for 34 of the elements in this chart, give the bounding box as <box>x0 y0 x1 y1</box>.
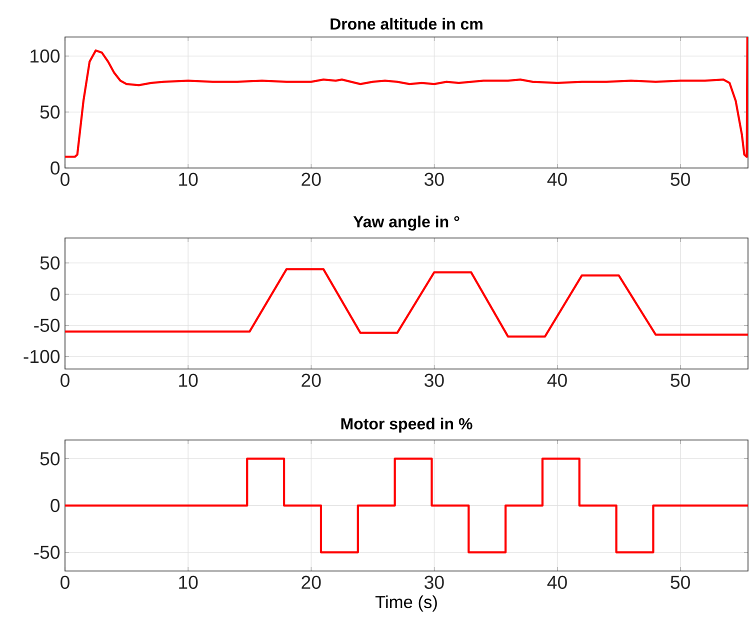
line-series <box>65 268 748 338</box>
x-tick-label: 50 <box>670 374 690 387</box>
y-tick-label: -50 <box>34 546 60 559</box>
chart-title: Yaw angle in ° <box>353 216 460 231</box>
x-tick-label: 50 <box>670 576 690 589</box>
chart-title: Motor speed in % <box>341 418 472 433</box>
y-tick-label: 0 <box>50 498 60 512</box>
chart-title: Drone altitude in cm <box>330 18 482 30</box>
x-tick-label: 50 <box>670 172 690 186</box>
x-tick-label: 40 <box>547 576 567 589</box>
x-tick-label: 10 <box>179 172 198 186</box>
x-tick-label: 20 <box>302 576 321 589</box>
line-series <box>65 37 748 158</box>
y-tick-label: -50 <box>34 318 60 332</box>
x-tick-label: 40 <box>547 374 567 387</box>
x-tick-label: 0 <box>60 576 70 589</box>
x-tick-label: 30 <box>424 576 444 589</box>
y-tick-label: -100 <box>24 350 60 364</box>
x-tick-label: 40 <box>547 172 567 186</box>
x-tick-label: 0 <box>60 374 70 387</box>
y-tick-label: 50 <box>40 105 60 119</box>
x-tick-label: 10 <box>179 374 198 387</box>
x-tick-label: 0 <box>60 172 70 186</box>
y-tick-label: 0 <box>50 161 60 175</box>
x-tick-label: 20 <box>302 172 321 186</box>
y-tick-label: 0 <box>50 288 60 301</box>
y-tick-label: 100 <box>30 49 60 63</box>
x-tick-label: 20 <box>302 374 321 387</box>
x-tick-label: 10 <box>179 576 198 589</box>
x-tick-label: 30 <box>424 374 444 387</box>
x-axis-title: Time (s) <box>375 595 437 612</box>
y-tick-label: 50 <box>40 452 60 466</box>
y-tick-label: 50 <box>40 256 60 270</box>
x-tick-label: 30 <box>424 172 444 186</box>
